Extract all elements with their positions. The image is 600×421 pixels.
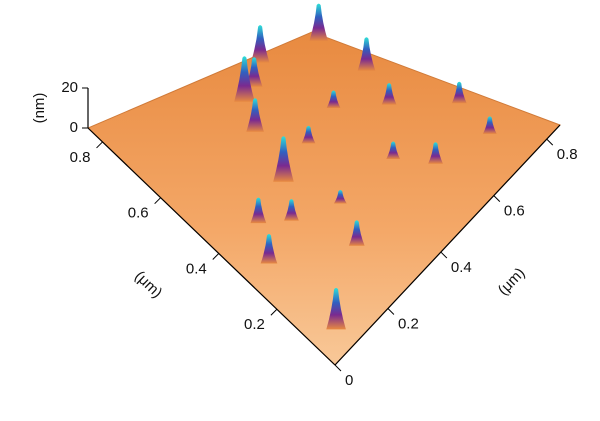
y-tick bbox=[212, 253, 220, 260]
x-tick bbox=[546, 138, 554, 146]
y-axis-label: (μm) bbox=[131, 268, 165, 302]
peak bbox=[284, 199, 299, 221]
peak bbox=[309, 3, 329, 42]
surface bbox=[87, 31, 561, 366]
peak bbox=[451, 81, 467, 104]
z-axis-label: (nm) bbox=[31, 93, 48, 124]
x-tick bbox=[334, 364, 342, 372]
peak bbox=[326, 287, 346, 330]
peak bbox=[246, 98, 264, 132]
peak bbox=[301, 125, 316, 144]
peak bbox=[348, 220, 365, 246]
x-tick-label: 0 bbox=[345, 372, 353, 389]
x-tick bbox=[493, 195, 501, 202]
x-tick bbox=[387, 308, 395, 315]
peak bbox=[386, 141, 401, 159]
y-tick-label: 0.4 bbox=[186, 260, 207, 277]
peak bbox=[326, 90, 341, 109]
peak bbox=[250, 25, 270, 63]
x-axis bbox=[334, 124, 561, 366]
peak bbox=[482, 116, 497, 134]
x-tick-label: 0.2 bbox=[398, 315, 419, 332]
peak bbox=[260, 234, 278, 264]
x-tick-label: 0.8 bbox=[557, 146, 578, 163]
peak bbox=[245, 57, 263, 87]
peak bbox=[381, 83, 397, 105]
peak bbox=[273, 136, 294, 182]
plot-area: 0 0.2 0.4 0.6 0.8 0.2 0.4 0.6 0.8 0 20 (nm) (μm) (μm) bbox=[31, 3, 578, 389]
peak bbox=[357, 37, 376, 71]
x-tick bbox=[440, 251, 448, 259]
x-tick-label: 0.4 bbox=[451, 259, 472, 276]
z-tick-label: 0 bbox=[70, 119, 78, 136]
peak bbox=[234, 56, 255, 102]
y-axis bbox=[87, 127, 336, 366]
z-tick-label: 20 bbox=[61, 79, 78, 96]
peak bbox=[333, 189, 347, 204]
peak bbox=[250, 197, 267, 224]
x-axis-label: (μm) bbox=[495, 265, 529, 299]
y-tick bbox=[96, 141, 103, 149]
y-tick-label: 0.8 bbox=[70, 149, 91, 166]
y-tick-label: 0.2 bbox=[244, 316, 265, 333]
y-tick-label: 0.6 bbox=[128, 205, 149, 222]
y-tick bbox=[270, 308, 278, 316]
y-tick bbox=[154, 197, 162, 205]
x-tick-label: 0.6 bbox=[504, 203, 525, 220]
peak bbox=[428, 142, 443, 164]
